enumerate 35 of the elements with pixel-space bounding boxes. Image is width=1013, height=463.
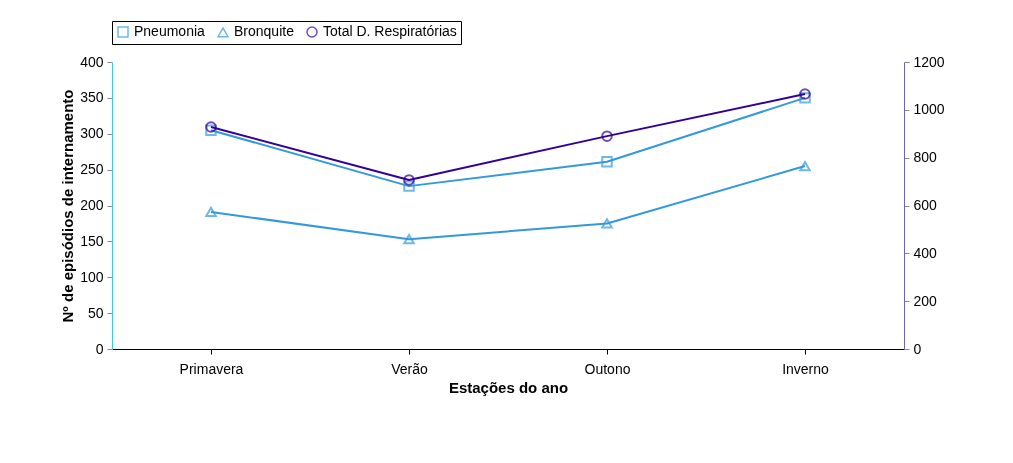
point <box>403 174 415 186</box>
y-tick-label: 100 <box>80 268 104 285</box>
y-axis-title: Nº de episódios de internamento <box>59 89 77 323</box>
legend-label: Bronquite <box>234 23 295 40</box>
y-tick-label: 250 <box>80 161 104 178</box>
point <box>799 160 811 172</box>
x-tick-label: Inverno <box>782 360 830 377</box>
point <box>403 180 415 192</box>
x-tick-label: Verão <box>391 360 428 377</box>
y2-tick-label: 1000 <box>913 101 945 118</box>
point <box>601 155 613 168</box>
y-tick-label: 300 <box>80 125 104 142</box>
y-tick-label: 400 <box>80 53 104 70</box>
point <box>799 88 811 100</box>
point <box>601 130 613 142</box>
y-tick-label: 50 <box>87 304 104 321</box>
point <box>403 234 415 245</box>
y2-tick-label: 200 <box>913 292 938 309</box>
y2-tick-label: 0 <box>913 340 922 357</box>
x-axis-title: Estações do ano <box>448 378 569 396</box>
y2-tick-label: 1200 <box>913 53 945 70</box>
point <box>205 206 217 218</box>
y2-tick-label: 600 <box>913 197 938 213</box>
y2-tick-label: 800 <box>913 149 938 166</box>
point <box>799 92 811 104</box>
x-tick-label: Outono <box>584 360 631 377</box>
point <box>601 218 613 229</box>
legend-label: Total D. Respiratórias <box>323 23 457 39</box>
legend-label: Pneumonia <box>134 23 206 39</box>
x-tick-label: Primavera <box>179 360 244 377</box>
y-tick-label: 150 <box>80 232 104 249</box>
y2-tick-label: 400 <box>913 244 938 261</box>
y-tick-label: 200 <box>80 197 104 213</box>
y-tick-label: 0 <box>95 340 104 357</box>
y-tick-label: 350 <box>80 89 104 106</box>
